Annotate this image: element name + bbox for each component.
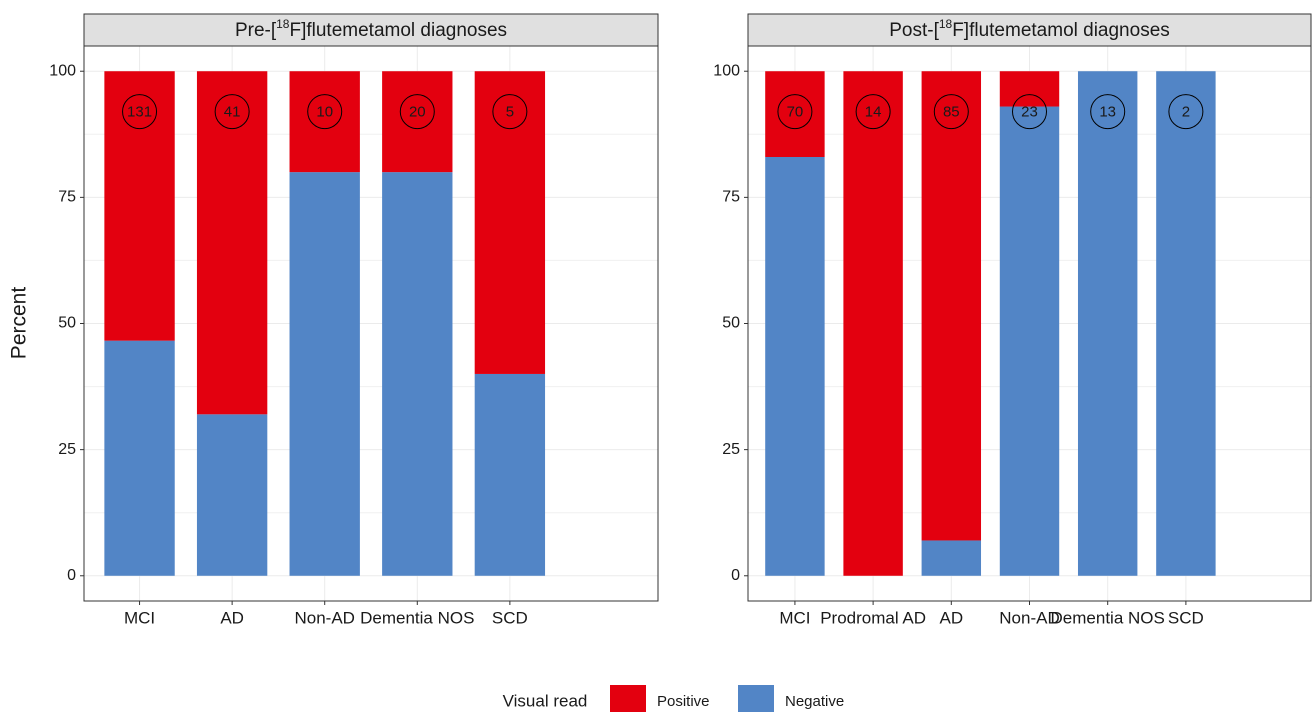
bar-segment [843, 71, 903, 576]
panel-title-part: 18 [276, 17, 290, 31]
annotation: 10 [316, 104, 333, 121]
annotation-circle [1090, 94, 1126, 130]
annotation-circle [307, 94, 343, 130]
annotation: 131 [127, 104, 152, 121]
y-tick-label: 25 [722, 441, 740, 458]
bar-segment [196, 414, 268, 576]
panel-title: Pre-[18F]flutemetamol diagnoses [235, 17, 507, 41]
annotation: 14 [865, 104, 882, 121]
y-tick-label: 100 [713, 62, 740, 79]
annotation: 70 [787, 104, 804, 121]
panel-title: Post-[18F]flutemetamol diagnoses [889, 17, 1170, 41]
bar-segment [382, 172, 453, 576]
legend-label: Positive [657, 693, 710, 710]
annotation: 85 [943, 104, 960, 121]
bar-segment [104, 71, 175, 341]
annotation-circle [1012, 94, 1047, 130]
panel-title-part: 18 [939, 17, 953, 31]
annotation-circle [214, 94, 250, 130]
legend-title: Visual read [503, 691, 588, 710]
panel-title-part: F]flutemetamol diagnoses [952, 20, 1170, 41]
x-tick-label: SCD [492, 608, 528, 627]
panel-title-part: F]flutemetamol diagnoses [289, 20, 507, 41]
strip [747, 13, 1312, 47]
annotation-circle [122, 94, 158, 130]
x-tick-label: SCD [1168, 608, 1204, 627]
y-tick-label: 0 [67, 567, 76, 584]
annotation: 2 [1182, 104, 1190, 121]
x-tick-label: MCI [124, 608, 155, 627]
y-tick-label: 0 [731, 567, 740, 584]
panel-title-part: Pre-[ [235, 20, 277, 41]
x-tick-label: MCI [779, 608, 810, 627]
x-tick-label: Dementia NOS [1051, 608, 1165, 627]
bar-segment [999, 106, 1060, 576]
bar-segment [1077, 71, 1138, 576]
annotation-circle [855, 94, 891, 130]
annotation-circle [1168, 94, 1204, 130]
annotation: 5 [506, 104, 514, 121]
y-tick-label: 75 [58, 189, 76, 206]
y-tick-label: 75 [722, 189, 740, 206]
legend-label: Negative [785, 693, 844, 710]
bar-segment [104, 340, 175, 576]
x-tick-label: AD [220, 608, 244, 627]
bar-segment [289, 71, 360, 173]
x-tick-label: Non-AD [999, 608, 1059, 627]
x-tick-label: Non-AD [294, 608, 354, 627]
bar-segment [999, 71, 1060, 107]
bar-segment [289, 172, 360, 576]
annotation-circle [492, 94, 528, 130]
y-tick-label: 25 [58, 441, 76, 458]
annotation-circle [933, 94, 969, 130]
annotation-circle [777, 94, 813, 130]
x-tick-label: Dementia NOS [360, 608, 474, 627]
bar-segment [474, 373, 546, 576]
annotation: 41 [224, 104, 241, 121]
bar-segment [921, 71, 982, 541]
annotation: 13 [1099, 104, 1116, 121]
bar-segment [474, 71, 546, 374]
y-tick-label: 50 [58, 315, 76, 332]
x-tick-label: AD [939, 608, 963, 627]
bar-segment [765, 71, 825, 157]
bar-segment [382, 71, 453, 173]
y-tick-label: 100 [49, 62, 76, 79]
panel-title-part: Post-[ [889, 20, 939, 41]
strip [83, 13, 659, 47]
bar-segment [921, 540, 982, 576]
x-tick-label: Prodromal AD [820, 608, 926, 627]
bar-segment [765, 157, 825, 576]
legend-swatch [610, 685, 646, 712]
y-tick-label: 50 [722, 315, 740, 332]
bar-segment [196, 71, 268, 415]
annotation: 20 [409, 104, 426, 121]
annotation-circle [399, 94, 435, 130]
y-axis-label: Percent [8, 287, 31, 360]
bar-segment [1156, 71, 1216, 576]
annotation: 23 [1021, 104, 1038, 121]
legend-swatch [738, 685, 774, 712]
